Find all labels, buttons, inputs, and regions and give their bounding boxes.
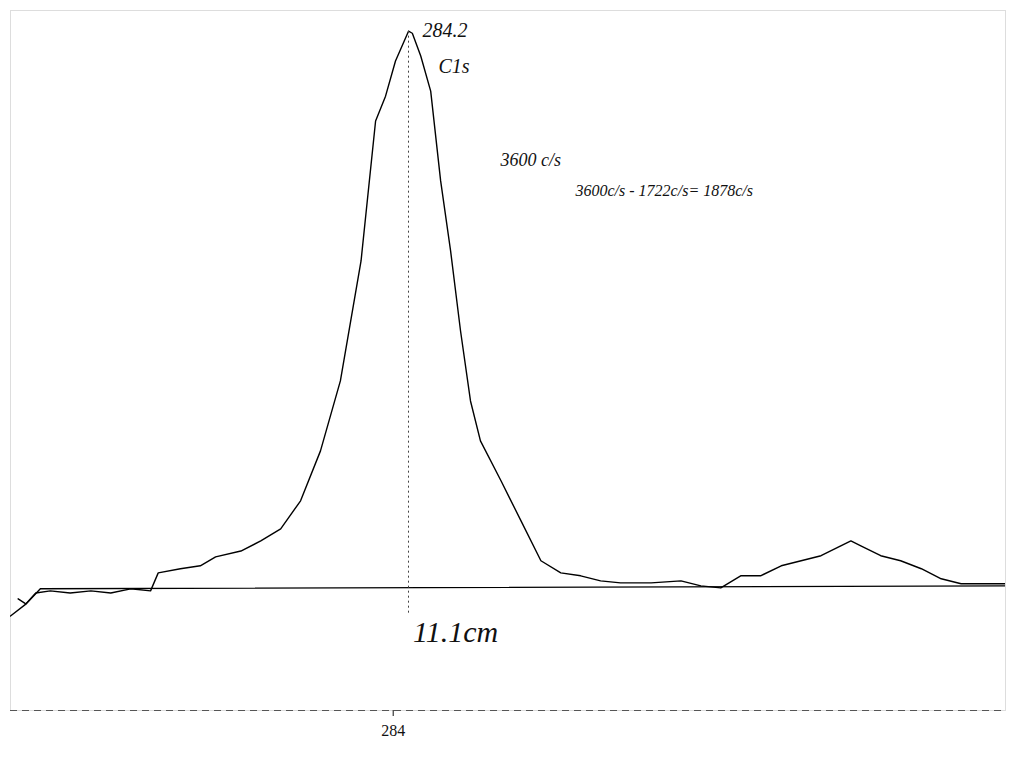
svg-text:11.1cm: 11.1cm bbox=[413, 615, 498, 648]
svg-text:C1s: C1s bbox=[439, 55, 470, 77]
svg-text:3600c/s - 1722c/s= 1878c/s: 3600c/s - 1722c/s= 1878c/s bbox=[575, 182, 753, 199]
svg-text:284.2: 284.2 bbox=[423, 19, 468, 41]
svg-text:284: 284 bbox=[381, 722, 405, 739]
svg-text:3600 c/s: 3600 c/s bbox=[500, 150, 562, 170]
